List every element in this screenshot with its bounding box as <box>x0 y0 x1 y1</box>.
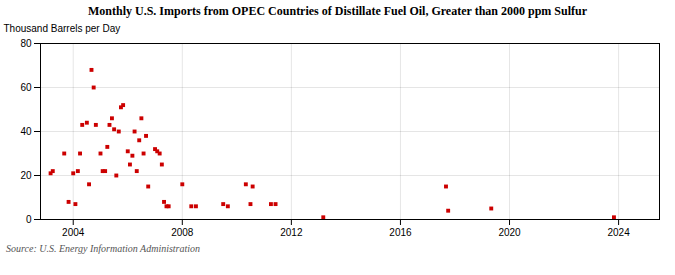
html-text:Monthly U.S. Imports from OPEC: Monthly U.S. Imports from OPEC Countries… <box>88 4 587 18</box>
svg-text:80: 80 <box>20 38 32 49</box>
svg-text:2020: 2020 <box>498 227 521 238</box>
svg-text:20: 20 <box>20 170 32 181</box>
svg-text:2008: 2008 <box>171 227 194 238</box>
html-text:Source: U.S. Energy Informatio: Source: U.S. Energy Information Administ… <box>6 243 201 254</box>
svg-text:40: 40 <box>20 126 32 137</box>
svg-text:60: 60 <box>20 82 32 93</box>
svg-text:2024: 2024 <box>607 227 630 238</box>
svg-text:2016: 2016 <box>389 227 412 238</box>
svg-text:2004: 2004 <box>62 227 85 238</box>
svg-text:0: 0 <box>26 214 32 225</box>
svg-text:Thousand Barrels per Day: Thousand Barrels per Day <box>4 23 121 34</box>
svg-text:2012: 2012 <box>280 227 303 238</box>
